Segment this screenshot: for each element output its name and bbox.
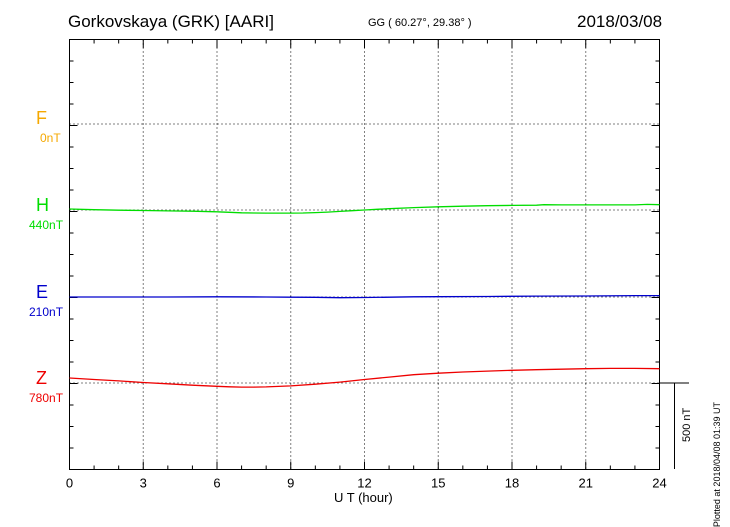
component-label-h: H xyxy=(36,195,49,215)
component-baseline-f: 0nT xyxy=(40,131,61,145)
station-title: Gorkovskaya (GRK) [AARI] xyxy=(68,12,274,31)
x-tick-label: 0 xyxy=(66,476,73,491)
x-axis-label: U T (hour) xyxy=(334,490,393,505)
x-tick-labels: 0 3 6 9 12 15 18 21 24 xyxy=(66,476,667,491)
series-line-z xyxy=(69,367,660,388)
component-baseline-e: 210nT xyxy=(29,305,64,319)
scale-bar xyxy=(659,382,689,469)
x-tick-label: 24 xyxy=(652,476,666,491)
component-baseline-h: 440nT xyxy=(29,218,64,232)
date-label: 2018/03/08 xyxy=(577,12,663,31)
component-label-z: Z xyxy=(36,368,47,388)
x-tick-label: 15 xyxy=(431,476,445,491)
component-baseline-z: 780nT xyxy=(29,391,64,405)
geo-coordinates: GG ( 60.27°, 29.38° ) xyxy=(368,17,472,29)
component-label-e: E xyxy=(36,282,49,302)
x-tick-label: 3 xyxy=(140,476,147,491)
series-line-h xyxy=(69,203,660,214)
grid-lines xyxy=(69,39,660,470)
x-tick-label: 12 xyxy=(357,476,371,491)
plotted-timestamp: Plotted at 2018/04/08 01:39 UT xyxy=(712,402,722,527)
axis-ticks xyxy=(69,39,660,470)
x-tick-label: 6 xyxy=(213,476,220,491)
x-tick-label: 18 xyxy=(505,476,519,491)
x-tick-label: 9 xyxy=(287,476,294,491)
data-series xyxy=(69,203,660,388)
component-label-f: F xyxy=(36,108,47,128)
x-tick-label: 21 xyxy=(579,476,593,491)
scale-bar-label: 500 nT xyxy=(681,407,693,442)
series-line-e xyxy=(69,294,660,299)
